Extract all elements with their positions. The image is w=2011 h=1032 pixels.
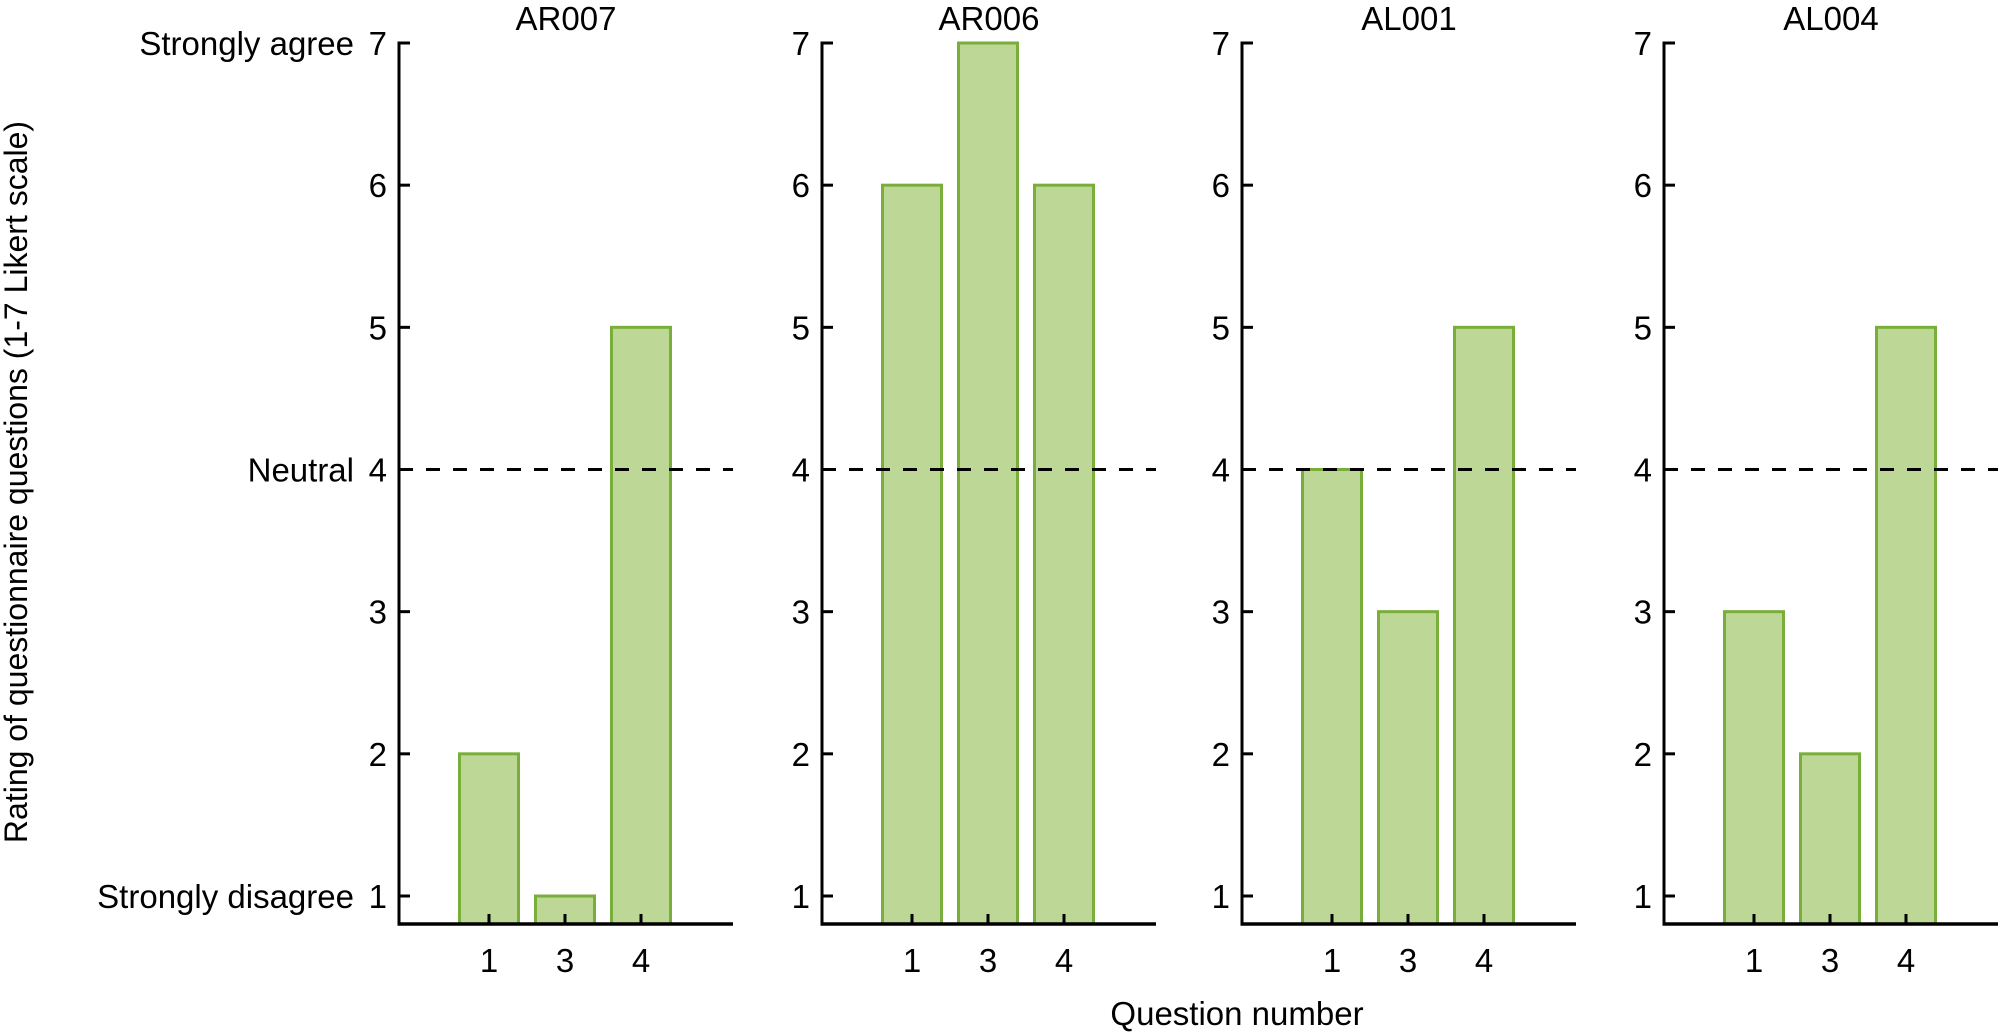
x-tick-label: 1 bbox=[480, 942, 498, 979]
y-tick-label: 7 bbox=[792, 25, 810, 62]
x-axis-label: Question number bbox=[1110, 995, 1363, 1032]
x-tick-label: 3 bbox=[979, 942, 997, 979]
y-annotation-strongly-disagree: Strongly disagree bbox=[97, 878, 354, 915]
y-tick-label: 4 bbox=[1634, 452, 1652, 489]
bar-question-1 bbox=[881, 183, 943, 926]
y-tick-label: 3 bbox=[792, 594, 810, 631]
y-tick-label: 7 bbox=[1212, 25, 1230, 62]
y-tick-label: 5 bbox=[1212, 309, 1230, 346]
x-tick-label: 1 bbox=[1323, 942, 1341, 979]
panel-ar007: AR007 1 2 3 4 5 6 7 Strongly agree Neutral Strongl… bbox=[97, 0, 733, 979]
panel-al001: AL001 1 2 3 4 5 6 7 1 3 4 bbox=[1212, 0, 1576, 979]
x-tick-label: 1 bbox=[1745, 942, 1763, 979]
y-tick-label: 6 bbox=[369, 167, 387, 204]
y-tick-label: 2 bbox=[1212, 736, 1230, 773]
bar-question-1 bbox=[1723, 610, 1785, 926]
panel-title: AL004 bbox=[1783, 0, 1878, 37]
y-tick-label: 6 bbox=[1634, 167, 1652, 204]
x-tick-label: 3 bbox=[556, 942, 574, 979]
bar-question-4 bbox=[610, 325, 672, 926]
bar-question-4 bbox=[1875, 325, 1937, 926]
bar-question-3 bbox=[1377, 610, 1439, 926]
y-tick-label: 1 bbox=[1212, 878, 1230, 915]
x-tick-label: 4 bbox=[1475, 942, 1493, 979]
panel-al004: AL004 1 2 3 4 5 6 7 1 3 4 bbox=[1634, 0, 1998, 979]
y-tick-label: 3 bbox=[1212, 594, 1230, 631]
y-tick-label: 1 bbox=[369, 878, 387, 915]
y-tick-label: 6 bbox=[792, 167, 810, 204]
bar-question-4 bbox=[1453, 325, 1515, 926]
y-tick-label: 5 bbox=[1634, 309, 1652, 346]
bar-question-4 bbox=[1033, 183, 1095, 926]
x-tick-label: 1 bbox=[903, 942, 921, 979]
x-tick-label: 4 bbox=[1897, 942, 1915, 979]
y-tick-label: 4 bbox=[1212, 452, 1230, 489]
y-tick-label: 7 bbox=[369, 25, 387, 62]
panel-title: AL001 bbox=[1361, 0, 1456, 37]
y-tick-label: 3 bbox=[369, 594, 387, 631]
panel-title: AR006 bbox=[939, 0, 1040, 37]
x-tick-label: 4 bbox=[632, 942, 650, 979]
panel-ar006: AR006 1 2 3 4 5 6 7 1 3 4 bbox=[792, 0, 1156, 979]
panel-title: AR007 bbox=[516, 0, 617, 37]
y-annotation-neutral: Neutral bbox=[248, 452, 354, 489]
x-tick-label: 3 bbox=[1821, 942, 1839, 979]
panels: AR007 1 2 3 4 5 6 7 Strongly agree Neutral Strongl… bbox=[97, 0, 1998, 979]
x-tick-label: 3 bbox=[1399, 942, 1417, 979]
bar-question-1 bbox=[458, 752, 520, 926]
bar-question-3 bbox=[1799, 752, 1861, 926]
y-tick-label: 2 bbox=[1634, 736, 1652, 773]
y-tick-label: 5 bbox=[369, 309, 387, 346]
bar-question-3 bbox=[957, 41, 1019, 926]
y-tick-label: 7 bbox=[1634, 25, 1652, 62]
y-tick-label: 1 bbox=[792, 878, 810, 915]
y-tick-label: 1 bbox=[1634, 878, 1652, 915]
y-tick-label: 5 bbox=[792, 309, 810, 346]
y-axis-label: Rating of questionnaire questions (1-7 L… bbox=[0, 121, 34, 843]
bar-question-1 bbox=[1301, 468, 1363, 926]
y-tick-label: 3 bbox=[1634, 594, 1652, 631]
y-tick-label: 4 bbox=[369, 452, 387, 489]
y-annotation-strongly-agree: Strongly agree bbox=[139, 25, 354, 62]
y-tick-label: 6 bbox=[1212, 167, 1230, 204]
y-tick-label: 2 bbox=[792, 736, 810, 773]
y-tick-label: 4 bbox=[792, 452, 810, 489]
y-tick-label: 2 bbox=[369, 736, 387, 773]
x-tick-label: 4 bbox=[1055, 942, 1073, 979]
